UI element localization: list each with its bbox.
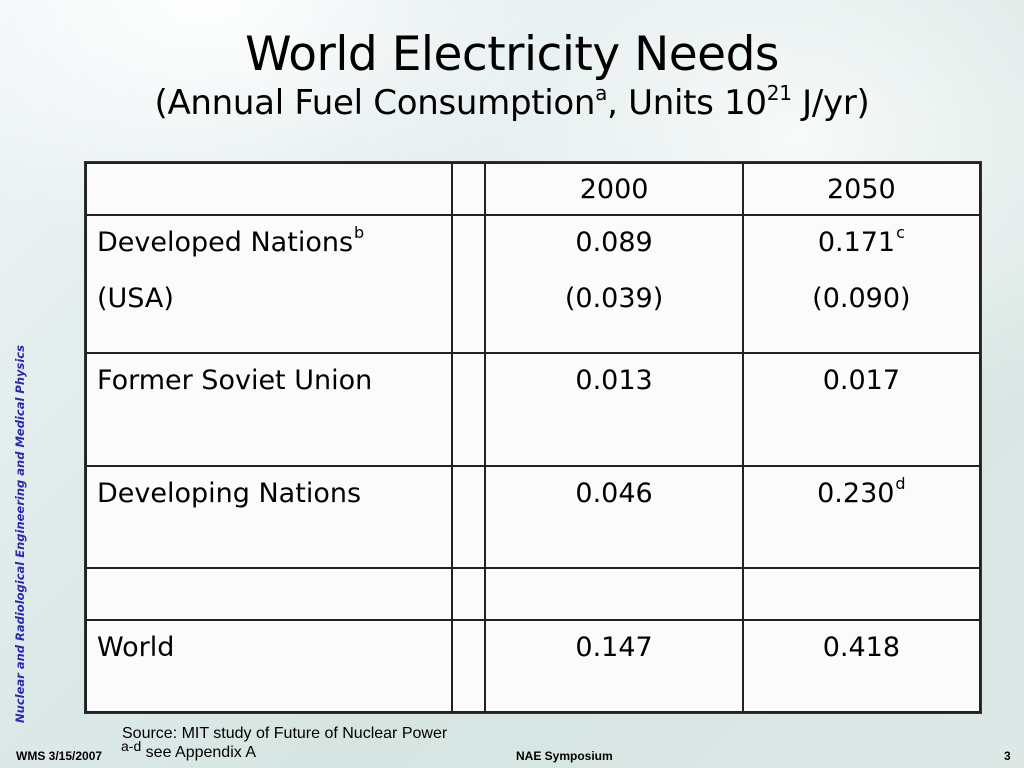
footer-author-date: WMS 3/15/2007 <box>16 749 103 763</box>
header-2050: 2050 <box>741 162 982 216</box>
gap-cell <box>451 567 487 621</box>
value-text: 0.017 <box>822 365 900 396</box>
row-label-usa: (USA) <box>97 283 174 314</box>
footnote-b: b <box>354 223 365 242</box>
gap-cell <box>451 214 487 354</box>
subtitle-footnote-a: a <box>595 81 608 105</box>
gap-cell <box>451 465 487 569</box>
value-2000: 0.147 <box>484 619 744 713</box>
value-2050: 0.171c (0.090) <box>741 214 982 354</box>
row-label-text: Developing Nations <box>97 478 362 509</box>
value-usa-2050: (0.090) <box>812 283 911 314</box>
header-2000: 2000 <box>484 162 744 216</box>
gap-cell <box>451 619 487 713</box>
subtitle-text-2: , Units 10 <box>607 83 767 123</box>
row-label-text: Developed Nations <box>97 227 354 258</box>
row-label: Former Soviet Union <box>84 352 454 467</box>
table-row-empty <box>84 567 982 621</box>
value-2000 <box>484 567 744 621</box>
footer-event: NAE Symposium <box>516 749 613 763</box>
subtitle-exponent: 21 <box>766 81 792 105</box>
row-label-text: Former Soviet Union <box>97 365 373 396</box>
source-note: Source: MIT study of Future of Nuclear P… <box>122 725 448 742</box>
table-row: Former Soviet Union 0.013 0.017 <box>84 352 982 467</box>
table-header-row: 2000 2050 <box>84 162 982 216</box>
subtitle-text-1: (Annual Fuel Consumption <box>154 83 596 123</box>
header-gap-cell <box>451 162 487 216</box>
value-text: 0.147 <box>575 632 653 663</box>
value-2000: 0.013 <box>484 352 744 467</box>
value-text: 0.013 <box>575 365 653 396</box>
appendix-note: a-d see Appendix A <box>121 738 256 763</box>
value-2000: 0.089 (0.039) <box>484 214 744 354</box>
row-label: Developing Nations <box>84 465 454 569</box>
title-main: World Electricity Needs <box>245 27 779 82</box>
value-2050: 0.230d <box>741 465 982 569</box>
data-table: 2000 2050 Developed Nationsb (USA) 0.089… <box>84 162 982 713</box>
table-row: Developed Nationsb (USA) 0.089 (0.039) 0… <box>84 214 982 354</box>
footnote-d: d <box>895 474 906 493</box>
value-2050: 0.017 <box>741 352 982 467</box>
table-row: World 0.147 0.418 <box>84 619 982 713</box>
footnote-c: c <box>896 223 905 242</box>
value-2000: 0.046 <box>484 465 744 569</box>
slide-title: World Electricity Needs (Annual Fuel Con… <box>0 26 1024 124</box>
appendix-footnote-range: a-d <box>121 738 142 754</box>
page-number: 3 <box>1004 749 1011 763</box>
row-label-text: World <box>97 632 175 663</box>
row-label: Developed Nationsb (USA) <box>84 214 454 354</box>
appendix-text: see Appendix A <box>141 744 256 761</box>
header-label-cell <box>84 162 454 216</box>
value-text: 0.171 <box>817 227 896 258</box>
value-usa-2000: (0.039) <box>564 283 664 314</box>
row-label: World <box>84 619 454 713</box>
value-text: 0.230 <box>817 478 895 509</box>
value-text: 0.418 <box>822 632 900 663</box>
value-text: 0.046 <box>575 478 653 509</box>
value-2050 <box>741 567 982 621</box>
gap-cell <box>451 352 487 467</box>
side-label-text: Nuclear and Radiological Engineering and… <box>13 345 27 723</box>
value-text: 0.089 <box>575 227 653 258</box>
row-label <box>84 567 454 621</box>
table-row: Developing Nations 0.046 0.230d <box>84 465 982 569</box>
subtitle-text-3: J/yr) <box>791 83 870 123</box>
title-subtitle: (Annual Fuel Consumptiona, Units 1021 J/… <box>0 82 1024 124</box>
value-2050: 0.418 <box>741 619 982 713</box>
